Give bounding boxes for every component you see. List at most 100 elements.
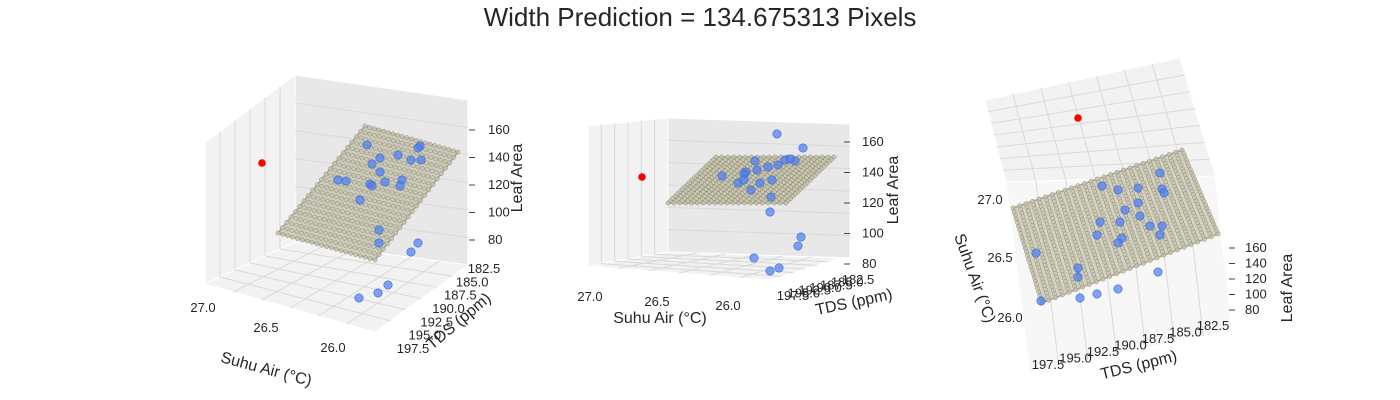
observed-point	[739, 175, 749, 185]
grid-line	[1040, 87, 1067, 181]
surface-point	[387, 163, 393, 169]
surface-point	[331, 213, 336, 218]
observed-point	[1159, 188, 1169, 198]
surface-point	[337, 234, 343, 240]
surface-point	[402, 167, 407, 173]
observed-point	[773, 160, 783, 170]
surface-point	[341, 222, 346, 228]
z-tick-label: 160	[488, 122, 510, 137]
surface-point	[802, 154, 807, 160]
surface-point	[372, 139, 378, 145]
z-tick-label: 160	[862, 134, 884, 149]
surface-point	[335, 214, 341, 220]
surface-point	[1080, 284, 1085, 290]
surface-point	[390, 203, 396, 209]
surface-point	[385, 130, 391, 135]
surface-point	[303, 218, 308, 224]
surface-point	[347, 244, 353, 249]
surface-point	[438, 164, 444, 170]
surface-point	[1114, 271, 1119, 277]
surface-point	[322, 230, 328, 236]
surface-point	[329, 186, 334, 192]
observed-point	[755, 178, 765, 188]
y-tick-label: 197.5	[1032, 357, 1065, 372]
surface-point	[318, 229, 323, 235]
surface-point	[366, 190, 372, 196]
surface-point	[420, 166, 425, 171]
surface-point	[359, 221, 365, 226]
surface-point	[343, 249, 349, 255]
surface-point	[355, 161, 361, 166]
chart-panel-2: 80 100 120 140 160 Leaf Area 27.0 26.5 26.0 Suhu …	[466, 0, 933, 400]
surface-point	[324, 244, 329, 249]
x-tick-label: 26.5	[644, 294, 669, 309]
surface-point	[288, 214, 294, 220]
surface-point	[1100, 276, 1106, 282]
surface-point	[831, 154, 837, 160]
observed-point	[354, 293, 364, 303]
surface-point	[313, 234, 319, 240]
surface-point	[411, 176, 417, 182]
surface-point	[437, 144, 442, 150]
surface-point	[367, 249, 372, 255]
y-tick-label: 182.5	[842, 272, 875, 287]
surface-point	[370, 237, 376, 243]
surface-point	[328, 173, 333, 178]
grid-line	[999, 141, 1206, 160]
surface-point	[303, 225, 309, 231]
surface-point	[353, 252, 358, 257]
surface-point	[348, 191, 353, 197]
y-tick-label: 182.5	[1197, 318, 1230, 333]
surface-point	[361, 234, 366, 240]
surface-point	[364, 156, 370, 162]
surface-point	[380, 246, 386, 252]
surface-point	[352, 186, 358, 192]
surface-point	[320, 197, 326, 202]
surface-point	[333, 240, 338, 245]
surface-point	[351, 232, 357, 237]
surface-point	[367, 256, 373, 261]
surface-point	[371, 244, 376, 249]
surface-point	[392, 164, 398, 170]
surface-point	[360, 228, 366, 233]
surface-point	[337, 169, 343, 174]
surface-point	[719, 154, 725, 160]
z-tick-label: 100	[1245, 287, 1267, 302]
observed-point	[798, 143, 808, 153]
surface-point	[314, 182, 320, 188]
surface-point	[345, 217, 351, 222]
grid-line	[1012, 93, 1037, 182]
surface-point	[319, 177, 324, 182]
surface-point	[331, 219, 337, 225]
observed-point	[374, 225, 384, 235]
surface-point	[357, 246, 363, 252]
surface-point	[405, 214, 411, 220]
z-tick-label: 160	[1245, 240, 1267, 255]
observed-point	[1155, 230, 1165, 240]
surface-point	[364, 222, 370, 228]
surface-point	[341, 229, 347, 235]
z-tick-label: 140	[862, 165, 884, 180]
surface-point	[327, 225, 332, 231]
surface-point	[314, 241, 320, 247]
surface-point	[324, 185, 330, 190]
surface-point	[441, 145, 447, 151]
z-tick-label: 80	[1245, 302, 1259, 317]
z-tick-label: 100	[488, 205, 510, 220]
surface-point	[420, 172, 426, 178]
surface-point	[399, 199, 405, 205]
observed-point	[1075, 293, 1085, 303]
surface-point	[357, 187, 362, 193]
surface-point	[406, 168, 412, 174]
surface-point	[400, 206, 406, 212]
surface-point	[329, 193, 335, 198]
surface-point	[360, 162, 365, 168]
grid-line	[346, 260, 440, 325]
surface-point	[1066, 290, 1072, 295]
surface-point	[372, 205, 378, 210]
surface-point	[412, 190, 418, 195]
surface-point	[387, 222, 393, 228]
surface-point	[365, 236, 371, 241]
surface-point	[284, 219, 290, 225]
grid-line	[996, 124, 1201, 148]
